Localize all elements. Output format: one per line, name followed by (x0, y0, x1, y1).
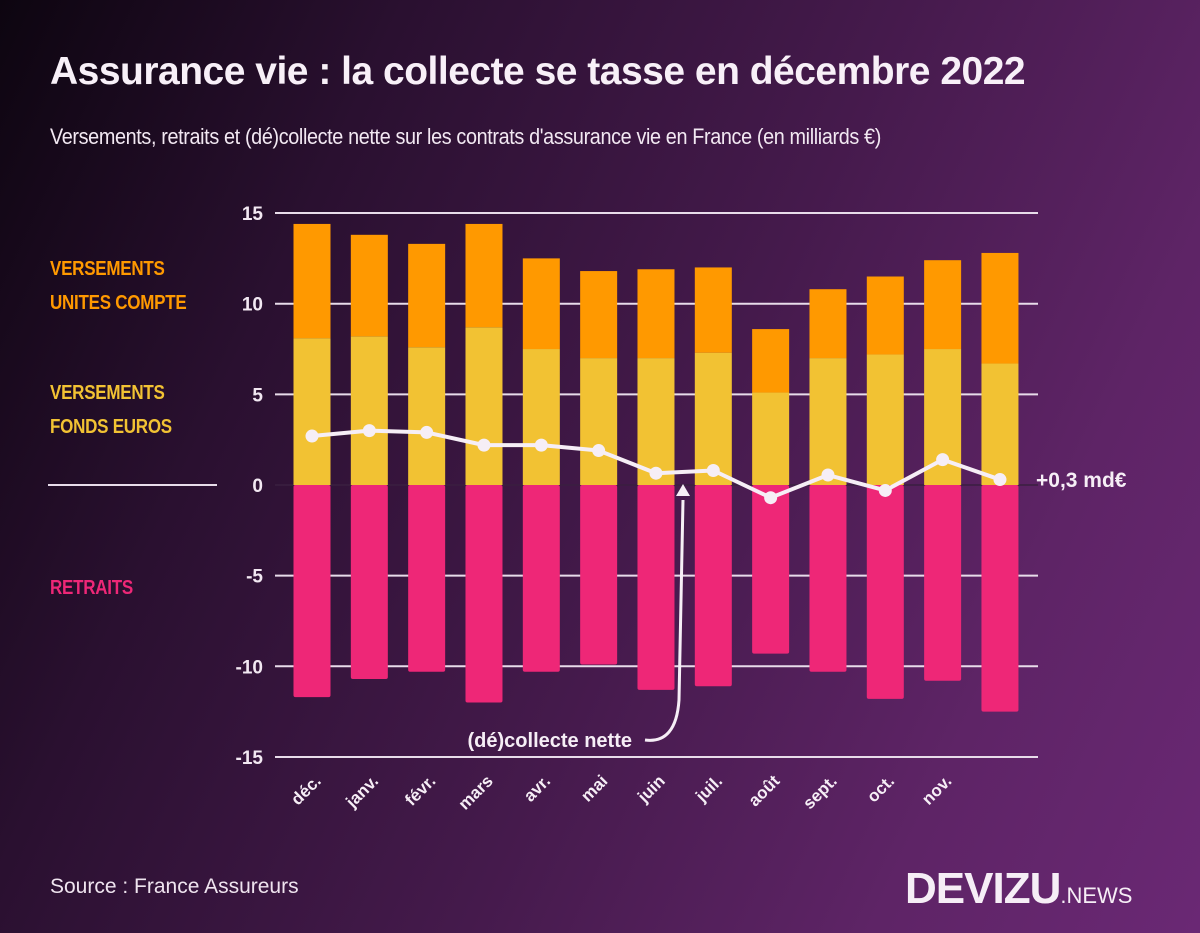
logo[interactable]: DEVIZU.NEWS (905, 864, 1132, 914)
bar-unites-compte (694, 267, 732, 353)
y-tick-label: -15 (236, 748, 264, 769)
bar-unites-compte (981, 252, 1019, 364)
net-line-point (878, 483, 892, 497)
legend-retraits: RETRAITS (50, 577, 133, 599)
annotation-arrowhead (676, 484, 690, 496)
bar-retraits (866, 485, 904, 699)
net-line-point (305, 429, 319, 443)
legend-net-line-swatch (48, 484, 217, 486)
bar-unites-compte (293, 223, 331, 339)
bar-unites-compte (350, 234, 388, 337)
bar-retraits (752, 485, 790, 654)
bar-fonds-euros (694, 352, 732, 485)
net-line (305, 424, 1007, 505)
bar-fonds-euros (350, 336, 388, 485)
legend-fonds-euros: VERSEMENTS FONDS EUROS (50, 376, 172, 444)
bar-unites-compte (866, 276, 904, 355)
bar-retraits (293, 485, 331, 698)
x-tick-label: avr. (520, 771, 554, 805)
x-tick-label: nov. (918, 771, 955, 808)
y-tick-label: -10 (236, 657, 263, 678)
y-tick-label: 10 (242, 295, 263, 316)
bar-unites-compte (637, 269, 675, 359)
bar-retraits (694, 485, 732, 687)
bar-fonds-euros (293, 338, 331, 485)
x-tick-labels: déc. janv. févr. mars avr. mai juin juil. août se… (287, 771, 955, 813)
bar-unites-compte (580, 271, 618, 359)
net-line-point (706, 463, 720, 477)
net-line-point (362, 424, 376, 438)
bar-retraits (522, 485, 560, 672)
bar-fonds-euros (465, 327, 503, 485)
legend-unites-compte-line1: VERSEMENTS (50, 258, 165, 280)
bar-fonds-euros (637, 358, 675, 485)
bar-retraits (580, 485, 618, 665)
bar-unites-compte (408, 243, 446, 348)
bar-unites-compte (924, 260, 962, 350)
annotation-last-value: +0,3 md€ (1036, 469, 1127, 492)
y-tick-label: 5 (252, 385, 263, 406)
bar-retraits (408, 485, 446, 672)
bar-fonds-euros (580, 358, 618, 485)
x-tick-label: févr. (401, 771, 439, 809)
bar-retraits (350, 485, 388, 679)
x-tick-label: janv. (342, 771, 383, 812)
chart-title: Assurance vie : la collecte se tasse en … (50, 50, 1026, 93)
x-tick-label: mars (455, 771, 497, 813)
bar-unites-compte (465, 223, 503, 328)
net-line-point (649, 466, 663, 480)
x-tick-label: août (745, 771, 784, 810)
annotation-net-label: (dé)collecte nette (468, 730, 632, 752)
bar-retraits (809, 485, 847, 672)
logo-brand: DEVIZU (905, 864, 1061, 913)
x-tick-label: oct. (863, 771, 898, 806)
x-tick-label: déc. (287, 771, 324, 808)
y-tick-label: 15 (242, 204, 264, 225)
bars (293, 223, 1019, 712)
net-line-point (764, 491, 778, 505)
y-tick-labels: 15 10 5 0 -5 -10 -15 (236, 204, 264, 769)
legend-fonds-euros-line1: VERSEMENTS (50, 382, 165, 404)
bar-fonds-euros (752, 392, 790, 485)
bar-unites-compte (809, 289, 847, 359)
annotations: (dé)collecte nette +0,3 md€ (468, 469, 1127, 752)
bar-fonds-euros (981, 363, 1019, 485)
net-line-point (936, 453, 950, 467)
net-line-point (477, 438, 491, 452)
logo-tld: .NEWS (1060, 883, 1133, 908)
legend-unites-compte: VERSEMENTS UNITES COMPTE (50, 252, 187, 320)
legend-unites-compte-line2: UNITES COMPTE (50, 292, 187, 314)
source-note: Source : France Assureurs (50, 875, 299, 898)
bar-fonds-euros (866, 354, 904, 485)
legend-fonds-euros-line2: FONDS EUROS (50, 416, 172, 438)
x-tick-label: juil. (691, 771, 726, 806)
bar-retraits (465, 485, 503, 703)
bar-retraits (637, 485, 675, 690)
chart-subtitle: Versements, retraits et (dé)collecte net… (50, 124, 881, 149)
net-line-point (821, 468, 835, 482)
net-line-point (534, 438, 548, 452)
bar-retraits (981, 485, 1019, 712)
annotation-arrow (644, 499, 685, 742)
x-tick-label: juin (633, 771, 669, 807)
y-tick-label: 0 (252, 476, 263, 497)
bar-unites-compte (752, 329, 790, 393)
net-line-point (993, 473, 1007, 487)
bar-fonds-euros (408, 347, 446, 485)
bar-unites-compte (522, 258, 560, 350)
net-line-point (592, 444, 606, 458)
bar-fonds-euros (809, 358, 847, 485)
bar-fonds-euros (522, 349, 560, 485)
x-tick-label: mai (577, 771, 611, 805)
bar-retraits (924, 485, 962, 681)
y-tick-label: -5 (246, 567, 263, 588)
x-tick-label: sept. (799, 771, 840, 812)
net-line-point (420, 425, 434, 439)
